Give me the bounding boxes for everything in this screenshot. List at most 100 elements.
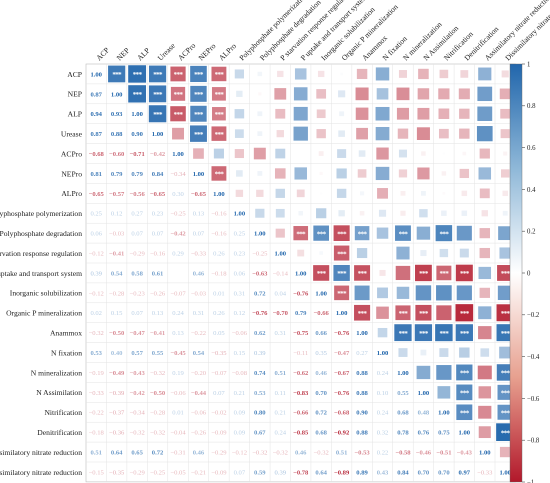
significance-marker: ***	[337, 250, 347, 258]
correlation-square	[108, 65, 126, 83]
coefficient-label: 0.79	[131, 171, 143, 178]
correlation-square	[257, 171, 263, 176]
correlation-square	[379, 269, 386, 276]
coefficient-label: 1.00	[315, 290, 327, 297]
coefficient-label: 1.00	[254, 231, 266, 238]
coefficient-label: 0.97	[459, 469, 471, 476]
column-label-alp: ALP	[135, 46, 152, 63]
correlation-square	[500, 129, 510, 139]
coefficient-label: −0.92	[334, 430, 350, 437]
correlation-square	[275, 148, 286, 159]
significance-marker: ***	[337, 290, 347, 298]
coefficient-label: 0.64	[315, 469, 327, 476]
coefficient-label: 0.72	[315, 410, 327, 417]
coefficient-label: 1.00	[295, 270, 307, 277]
correlation-square	[436, 305, 452, 321]
correlation-square	[499, 88, 511, 100]
correlation-square	[478, 306, 492, 320]
correlation-square	[415, 264, 432, 282]
row-labels: ACP NEP ALP Urease ACPro NEPro ALPro Polyphosph…	[0, 70, 83, 477]
correlation-square	[394, 324, 412, 342]
correlation-square	[500, 108, 511, 119]
coefficient-label: −0.50	[109, 330, 125, 337]
column-label-nepro: NEPro	[197, 41, 218, 62]
correlation-square	[299, 152, 302, 155]
correlation-square	[459, 128, 470, 139]
significance-marker: ***	[133, 71, 143, 79]
coefficient-label: 0.07	[152, 231, 164, 238]
coefficient-label: 0.55	[152, 350, 164, 357]
correlation-square	[357, 169, 367, 178]
significance-marker: ***	[194, 131, 204, 139]
coefficient-label: −0.22	[89, 410, 104, 417]
correlation-square	[148, 65, 167, 83]
coefficient-label: 0.25	[234, 231, 246, 238]
coefficient-label: 0.74	[254, 370, 266, 377]
significance-marker: ***	[215, 71, 225, 79]
correlation-square	[497, 404, 513, 420]
coefficient-label: −0.09	[211, 469, 227, 476]
coefficient-label: 0.23	[152, 211, 164, 218]
coefficient-label: 0.48	[418, 410, 430, 417]
coefficient-label: 0.23	[234, 250, 246, 257]
coefficient-label: 0.07	[131, 310, 143, 317]
correlation-square	[479, 148, 490, 159]
coefficient-label: 0.68	[315, 430, 327, 437]
coefficient-label: −0.33	[89, 390, 105, 397]
coefficient-label: −0.26	[191, 430, 207, 437]
coefficient-label: 0.46	[193, 449, 205, 456]
coefficient-label: 0.76	[418, 430, 430, 437]
coefficient-label: −0.12	[232, 449, 247, 456]
significance-marker: ***	[215, 171, 225, 179]
correlation-square	[339, 111, 345, 117]
coefficient-label: −0.32	[89, 330, 104, 337]
correlation-square	[356, 68, 368, 80]
coefficient-label: 0.39	[90, 270, 102, 277]
matrix-cells: 1.00 *** *** *** *** *** *** 0.87 1.00 *** *** *** *…	[89, 65, 515, 476]
correlation-square	[236, 170, 243, 177]
correlation-square	[396, 87, 410, 101]
coefficient-label: −0.19	[89, 370, 105, 377]
coefficient-label: 0.09	[234, 430, 246, 437]
correlation-square	[395, 265, 411, 281]
coefficient-label: −0.12	[89, 250, 104, 257]
correlation-square	[235, 189, 244, 197]
correlation-square	[456, 384, 473, 401]
correlation-square	[297, 249, 305, 257]
coefficient-label: 0.15	[234, 350, 246, 357]
coefficient-label: 0.94	[90, 111, 102, 118]
significance-marker: ***	[460, 270, 470, 278]
correlation-square	[436, 285, 452, 301]
coefficient-label: −0.76	[334, 390, 350, 397]
coefficient-label: −0.57	[109, 191, 125, 198]
coefficient-label: 0.06	[90, 231, 102, 238]
correlation-square	[499, 446, 511, 458]
coefficient-label: −0.35	[211, 350, 227, 357]
coefficient-label: 0.88	[356, 390, 368, 397]
correlation-square	[338, 130, 345, 137]
correlation-square	[477, 86, 493, 102]
correlation-square	[193, 148, 204, 159]
correlation-square	[358, 150, 366, 157]
significance-marker: ***	[419, 310, 429, 318]
correlation-square	[416, 365, 431, 380]
correlation-square	[397, 128, 409, 139]
significance-marker: ***	[174, 91, 184, 99]
coefficient-label: −0.46	[416, 449, 432, 456]
correlation-square	[211, 126, 227, 141]
row-label-denitrification: Denitrification	[37, 428, 82, 437]
correlation-square	[354, 265, 371, 281]
significance-marker: ***	[174, 111, 184, 119]
coefficient-label: −0.47	[129, 330, 145, 337]
coefficient-label: 0.00	[275, 350, 287, 357]
coefficient-label: 0.70	[418, 469, 430, 476]
coefficient-label: 0.04	[275, 290, 287, 297]
correlation-square	[499, 247, 511, 259]
correlation-square	[293, 126, 308, 141]
significance-marker: ***	[501, 409, 511, 417]
colorbar-tick-label: 0.6	[527, 145, 536, 152]
coefficient-label: −0.18	[211, 270, 227, 277]
colorbar-tick-label: −0.2	[527, 312, 540, 319]
correlation-square	[316, 208, 327, 219]
